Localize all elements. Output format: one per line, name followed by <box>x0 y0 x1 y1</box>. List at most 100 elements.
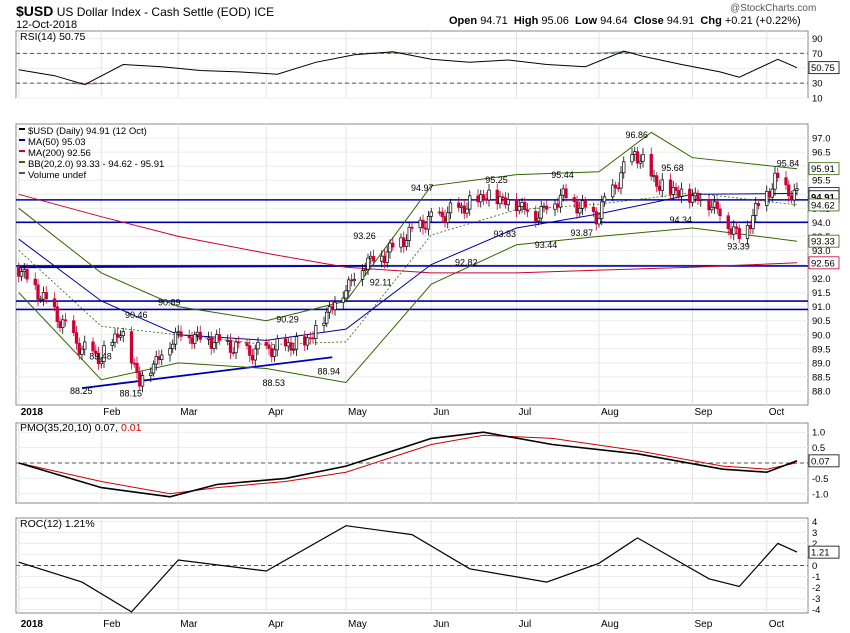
price-tick-label: 96.5 <box>812 148 831 159</box>
rsi-tick-label: 10 <box>812 94 823 105</box>
candle-body <box>481 194 486 200</box>
candle-body <box>776 172 780 179</box>
candle-body <box>311 337 315 340</box>
price-tick-label: 88.0 <box>812 386 831 397</box>
candle-body <box>77 342 81 355</box>
candle-body <box>677 190 681 197</box>
price-annotation: 88.94 <box>318 367 341 377</box>
candle-body <box>542 205 546 208</box>
candle-body <box>613 184 618 189</box>
bb-upper-band <box>18 131 798 322</box>
price-legend-entry: MA(50) 95.03 <box>28 137 86 148</box>
price-month-label: Apr <box>268 407 284 418</box>
candle-body <box>514 199 519 212</box>
candle-body <box>286 342 290 347</box>
candle-body <box>421 219 425 229</box>
candle-body <box>611 184 615 198</box>
candle-body <box>707 198 711 211</box>
pmo-tick-label: 0.5 <box>812 443 825 454</box>
candle-body <box>305 337 310 346</box>
roc-tick-label: 2 <box>812 539 817 550</box>
candle-body <box>418 219 422 228</box>
candle-body <box>773 172 777 190</box>
candle-body <box>495 189 499 205</box>
candle-body <box>256 342 260 350</box>
candle-body <box>371 255 376 262</box>
close-label: Close <box>633 15 664 27</box>
candle-body <box>693 192 697 197</box>
price-annotation: 95.25 <box>485 175 508 185</box>
price-right-value: 95.91 <box>811 164 835 175</box>
roc-month-label: Aug <box>601 619 619 630</box>
roc-tick-label: -3 <box>812 594 820 605</box>
candle-body <box>113 333 117 343</box>
candle-body <box>294 336 299 350</box>
candle-body <box>561 188 565 196</box>
high-value: 95.06 <box>541 15 569 27</box>
candle-body <box>503 197 508 206</box>
price-month-label: Sep <box>695 407 713 418</box>
candle-body <box>388 242 392 253</box>
candle-body <box>600 201 604 219</box>
candle-body <box>187 336 191 339</box>
candle-body <box>674 187 678 191</box>
candle-body <box>237 341 241 344</box>
roc-month-label: 2018 <box>21 619 44 630</box>
candle-body <box>160 354 164 360</box>
low-label: Low <box>575 15 598 27</box>
candle-body <box>597 218 601 225</box>
candle-body <box>558 194 563 208</box>
price-tick-label: 93.0 <box>812 246 831 257</box>
roc-month-label: Jun <box>433 619 449 630</box>
roc-last-value-box <box>808 545 840 559</box>
candle-body <box>91 341 95 352</box>
price-annotation: 92.11 <box>370 277 392 287</box>
candle-body <box>272 349 277 357</box>
candle-body <box>206 337 211 340</box>
candle-body <box>121 331 125 337</box>
price-tick-label: 97.0 <box>812 134 831 145</box>
candle-body <box>322 322 326 326</box>
price-tick-label: 89.0 <box>812 358 831 369</box>
candle-body <box>619 172 623 189</box>
candle-body <box>506 199 510 206</box>
price-month-label: Feb <box>103 407 121 418</box>
close-value: 94.91 <box>666 15 695 27</box>
candle-body <box>795 188 799 191</box>
candle-body <box>751 215 755 229</box>
candle-body <box>99 361 103 365</box>
candle-body <box>325 311 329 324</box>
candle-body <box>344 290 348 299</box>
candle-body <box>52 298 57 308</box>
candle-body <box>501 196 505 199</box>
candle-body <box>360 270 365 280</box>
candle-body <box>212 342 216 349</box>
candle-body <box>737 228 741 240</box>
candle-body <box>63 319 68 322</box>
candle-body <box>391 242 395 248</box>
price-tick-label: 88.5 <box>812 372 831 383</box>
candle-body <box>657 185 662 191</box>
rsi-overbought-fill <box>392 51 432 54</box>
candle-body <box>580 200 585 209</box>
candle-body <box>660 179 664 191</box>
candle-body <box>407 226 411 241</box>
symbol: $USD <box>16 3 54 19</box>
candle-body <box>349 279 354 282</box>
price-month-label: Jun <box>433 407 449 418</box>
price-annotation: 90.46 <box>125 310 148 320</box>
title-row: $USD US Dollar Index - Cash Settle (EOD)… <box>16 3 274 19</box>
candle-body <box>380 255 384 262</box>
candle-body <box>457 202 461 208</box>
rsi-line <box>18 50 798 86</box>
rsi-last-value-box <box>808 61 840 75</box>
candle-body <box>195 331 200 336</box>
candle-body <box>459 205 464 208</box>
candle-body <box>553 203 557 210</box>
candle-body <box>754 203 758 216</box>
candle-body <box>732 226 736 235</box>
candle-body <box>591 206 596 212</box>
chart-date: 12-Oct-2018 <box>16 19 78 31</box>
